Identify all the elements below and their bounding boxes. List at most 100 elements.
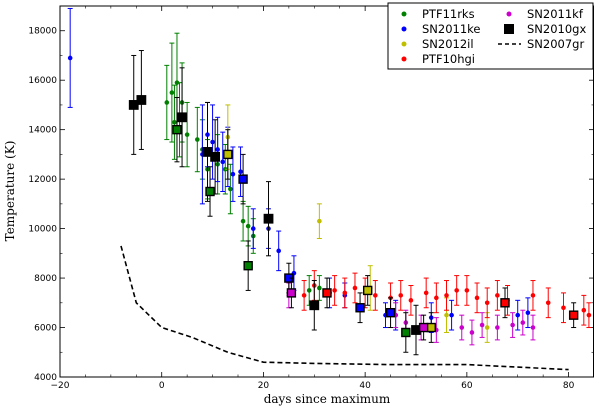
point-sn2010gx <box>177 112 187 123</box>
y-tick-label: 14000 <box>28 126 57 136</box>
point-sn2011kf <box>495 325 500 330</box>
legend-ptf11rks-marker <box>401 11 407 17</box>
series-line-sn2007gr <box>120 245 569 371</box>
highlight-square <box>426 322 436 333</box>
point-sn2011ke <box>515 312 521 318</box>
point-ptf10hgi <box>398 293 404 298</box>
legend-box <box>387 2 594 70</box>
highlight-square <box>500 298 510 308</box>
legend: PTF11rks SN2011kf SN2011ke SN2010gx SN2012il… <box>387 2 594 70</box>
point-sn2011kf <box>469 330 475 335</box>
point-sn2011kf <box>530 325 536 330</box>
legend-ptf11rks-label: PTF11rks <box>422 7 475 21</box>
point-ptf10hgi <box>342 290 348 296</box>
point-sn2011kf <box>479 322 485 328</box>
point-ptf10hgi <box>474 295 480 301</box>
point-sn2011ke <box>230 171 236 177</box>
point-sn2011ke <box>276 248 281 254</box>
point-ptf11rks <box>172 119 177 125</box>
point-ptf10hgi <box>495 293 500 298</box>
legend-sn2011ke-label: SN2011ke <box>422 22 481 36</box>
point-ptf11rks <box>240 218 246 224</box>
highlight-square <box>172 124 182 135</box>
point-ptf10hgi <box>484 300 490 306</box>
point-ptf11rks <box>317 285 322 291</box>
point-ptf10hgi <box>545 300 551 306</box>
point-ptf11rks <box>164 100 170 105</box>
point-ptf10hgi <box>352 285 358 291</box>
highlight-square <box>243 261 253 271</box>
highlight-square <box>238 174 248 184</box>
highlight-square <box>322 288 332 298</box>
legend-ptf10hgi-label: PTF10hgi <box>422 52 475 66</box>
highlight-square <box>418 322 429 333</box>
point-ptf11rks <box>245 223 251 229</box>
point-sn2011ke <box>238 169 243 175</box>
legend-sn2007gr-label: SN2007gr <box>527 37 584 51</box>
point-ptf10hgi <box>444 293 449 298</box>
legend-sn2010gx-label: SN2010gx <box>527 22 586 36</box>
point-ptf10hgi <box>586 312 592 318</box>
point-ptf11rks <box>222 166 228 172</box>
x-axis-label: days since maximum <box>264 392 391 406</box>
legend-sn2011ke-marker <box>401 26 407 32</box>
point-ptf10hgi <box>301 293 307 298</box>
point-ptf10hgi <box>464 288 470 293</box>
point-sn2011ke <box>210 139 215 145</box>
y-tick-label: 16000 <box>28 76 57 86</box>
highlight-square <box>385 307 396 318</box>
point-sn2010gx <box>210 151 221 162</box>
x-tick-label: 80 <box>563 381 575 391</box>
point-ptf10hgi <box>332 288 337 293</box>
highlight-squares <box>172 97 579 353</box>
highlight-square <box>286 288 297 298</box>
y-axis-label: Temperature (K) <box>3 141 17 242</box>
point-ptf11rks <box>195 137 200 142</box>
point-sn2011kf <box>520 320 526 325</box>
point-ptf10hgi <box>434 295 439 301</box>
sn2007gr-curve <box>120 245 569 371</box>
highlight-square <box>362 285 373 296</box>
x-tick-label: 40 <box>359 381 371 391</box>
point-ptf10hgi <box>581 307 587 313</box>
y-tick-label: 4000 <box>34 373 57 383</box>
highlight-square <box>401 327 411 338</box>
x-tick-label: 60 <box>461 381 473 391</box>
point-sn2011ke <box>250 226 256 231</box>
point-ptf11rks <box>228 186 233 192</box>
point-ptf11rks <box>174 80 180 85</box>
point-ptf10hgi <box>454 288 459 293</box>
point-ptf10hgi <box>561 305 566 311</box>
legend-ptf10hgi-marker <box>401 56 407 62</box>
x-tick-label: −20 <box>51 381 70 391</box>
y-tick-label: 18000 <box>28 27 57 37</box>
x-tick-label: 20 <box>258 381 270 391</box>
legend-sn2012il-label: SN2012il <box>422 37 474 51</box>
y-tick-label: 6000 <box>34 324 57 334</box>
legend-sn2012il-marker <box>401 41 407 47</box>
x-tick-label: 0 <box>159 381 165 391</box>
point-sn2011ke <box>67 55 73 61</box>
point-sn2011ke <box>220 159 226 165</box>
point-sn2012il <box>444 312 449 318</box>
point-sn2010gx <box>128 100 139 110</box>
point-sn2010gx <box>136 95 147 105</box>
point-sn2010gx <box>309 300 320 311</box>
point-sn2011ke <box>525 310 531 315</box>
y-tick-label: 8000 <box>34 274 57 284</box>
legend-sn2011kf-label: SN2011kf <box>527 7 584 21</box>
point-sn2012il <box>317 218 322 224</box>
y-tick-label: 10000 <box>28 225 57 235</box>
highlight-square <box>568 310 579 320</box>
legend-sn2011kf-marker <box>506 11 512 17</box>
point-sn2011ke <box>215 147 220 152</box>
highlight-square <box>355 303 365 313</box>
point-sn2010gx <box>202 147 213 157</box>
point-sn2011kf <box>510 322 515 328</box>
point-ptf10hgi <box>423 290 429 296</box>
legend-sn2010gx-marker <box>504 24 514 34</box>
point-ptf11rks <box>306 288 312 293</box>
point-sn2011ke <box>449 312 454 318</box>
point-ptf11rks <box>184 132 190 137</box>
